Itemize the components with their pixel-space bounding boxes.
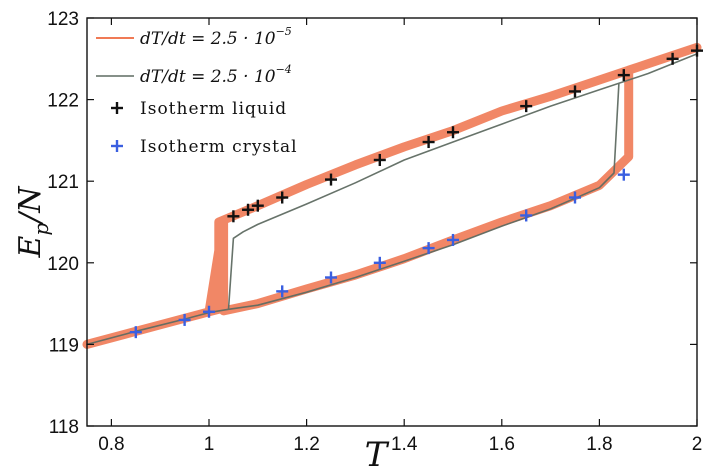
x-tick-label: 1 [204, 434, 215, 455]
y-tick-label: 118 [49, 417, 79, 438]
crystal-marker [276, 285, 289, 298]
y-axis-label: Ep/N [13, 185, 53, 259]
crystal-marker [447, 233, 459, 246]
crystal-marker [422, 242, 435, 255]
liquid-marker [666, 52, 679, 65]
y-tick-label: 121 [47, 172, 79, 193]
crystal-marker [203, 305, 215, 318]
liquid-marker [325, 173, 337, 186]
crystal-marker [325, 271, 337, 284]
axes: 0.8 1 1.2 1.4 1.6 1.8 2 118 119 120 121 122 123 [47, 9, 702, 455]
liquid-marker [276, 191, 289, 204]
y-tick-label: 119 [49, 335, 79, 356]
x-tick-label: 1.4 [391, 434, 418, 455]
liquid-marker [617, 69, 630, 82]
y-tick-label: 122 [47, 91, 79, 112]
liquid-marker [373, 153, 386, 166]
legend-label: Isotherm liquid [140, 99, 287, 119]
legend-label: dT/dt = 2.5 · 10−5 [140, 25, 292, 49]
legend-entry: Isotherm liquid [111, 99, 287, 119]
x-tick-label: 1.8 [586, 434, 612, 455]
x-tick-label: 1.6 [489, 434, 515, 455]
svg-text:Ep/N: Ep/N [13, 185, 53, 259]
legend-entry: dT/dt = 2.5 · 10−5 [96, 25, 292, 49]
legend-swatch [111, 140, 123, 152]
legend-swatch [111, 102, 123, 114]
plot-area [82, 42, 703, 349]
x-tick-label: 1.2 [293, 434, 319, 455]
x-tick-label: 0.8 [98, 434, 124, 455]
liquid-marker [251, 199, 264, 212]
crystal-marker [569, 191, 581, 204]
liquid-marker [569, 85, 581, 98]
x-tick-label: 2 [692, 434, 703, 455]
liquid-marker [520, 100, 533, 113]
y-tick-label: 123 [47, 9, 79, 30]
legend-entry: Isotherm crystal [111, 137, 298, 157]
series-line-slow-cooling [82, 42, 702, 349]
crystal-marker [373, 256, 386, 269]
y-tick-label: 120 [47, 254, 79, 275]
liquid-marker [447, 126, 459, 139]
crystal-marker [520, 209, 533, 222]
liquid-marker [227, 210, 240, 223]
x-axis-label: T [365, 435, 390, 470]
legend-label: Isotherm crystal [140, 137, 298, 157]
series-line-fast-cooling [86, 53, 698, 346]
crystal-marker [129, 326, 142, 339]
legend-entry: dT/dt = 2.5 · 10−4 [96, 63, 292, 87]
liquid-marker [242, 203, 255, 216]
liquid-marker [422, 136, 435, 149]
legend-label: dT/dt = 2.5 · 10−4 [140, 63, 292, 87]
crystal-marker [178, 313, 191, 326]
crystal-marker [617, 168, 630, 181]
plot-frame [86, 17, 698, 427]
legend: dT/dt = 2.5 · 10−5 dT/dt = 2.5 · 10−4 Isot… [96, 25, 298, 157]
